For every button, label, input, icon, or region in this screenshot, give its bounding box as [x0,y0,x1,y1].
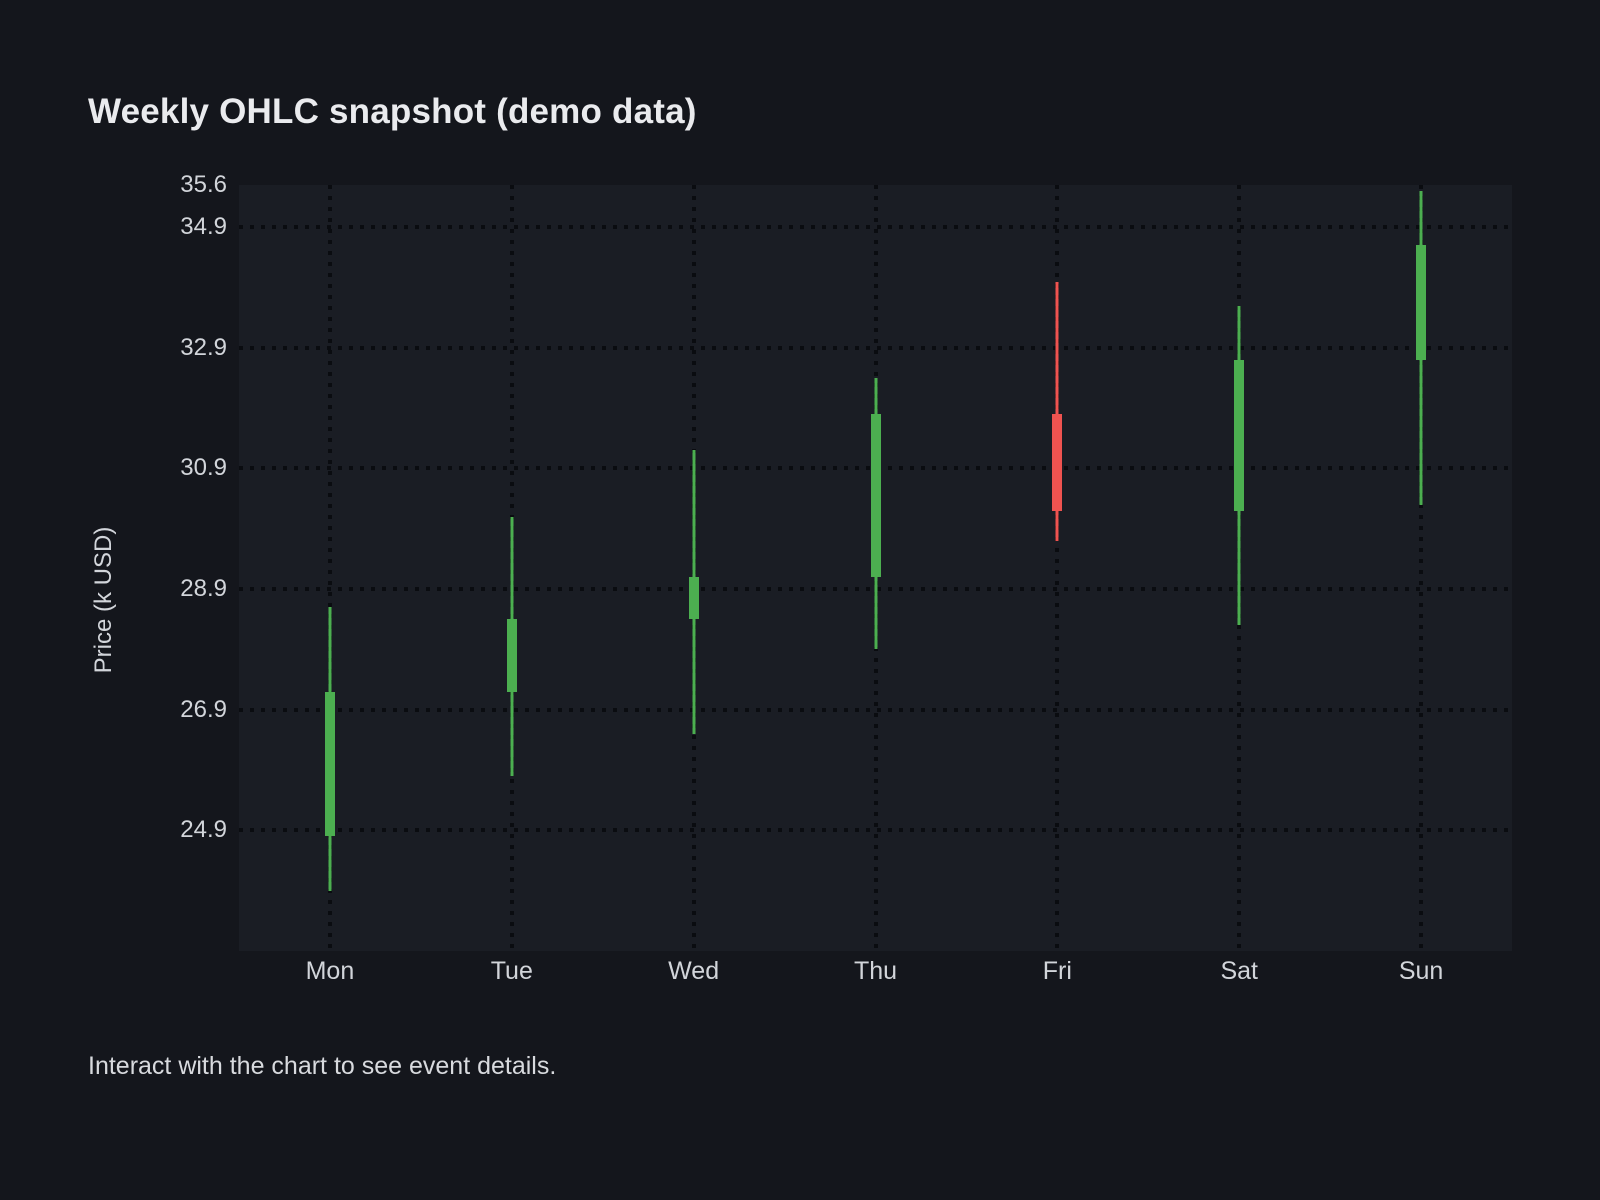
h-gridline-26.9 [239,707,1512,712]
candle-body [1416,245,1427,360]
y-tick-label: 26.9 [180,695,227,723]
candle-wick [1055,281,1059,541]
y-tick-label: 28.9 [180,575,227,603]
plot-area[interactable] [239,185,1512,951]
candle-body [1234,359,1245,511]
x-axis-tick-labels: Mon Tue Wed Thu Fri Sat Sun [239,951,1512,999]
footer-hint: Interact with the chart to see event det… [88,1052,557,1080]
x-tick-label-fri: Fri [1042,957,1072,985]
x-tick-label-wed: Wed [668,957,720,985]
candle-body [324,691,335,837]
candle-body [870,414,881,578]
h-gridline-24.9 [239,828,1512,833]
h-gridline-32.9 [239,345,1512,350]
x-tick-label-sun: Sun [1398,957,1444,985]
chart-title: Weekly OHLC snapshot (demo data) [88,92,697,131]
x-tick-label-mon: Mon [305,957,355,985]
y-tick-label: 32.9 [180,333,227,361]
x-tick-label-thu: Thu [853,957,898,985]
h-gridline-34.9 [239,225,1512,230]
candle-body [688,577,699,620]
candle-body [506,619,517,692]
y-tick-label: 30.9 [180,454,227,482]
v-gridline-sun [1419,185,1424,951]
y-tick-label: 24.9 [180,816,227,844]
x-tick-label-sat: Sat [1220,957,1258,985]
y-axis-tick-labels: 35.6 34.9 32.9 30.9 28.9 26.9 24.9 [0,171,227,951]
y-tick-label: 35.6 [180,171,227,198]
candle-body [1052,414,1063,511]
y-tick-label: 34.9 [180,213,227,241]
v-gridline-mon [327,185,332,951]
x-tick-label-tue: Tue [490,957,533,985]
v-gridline-fri [1055,185,1060,951]
